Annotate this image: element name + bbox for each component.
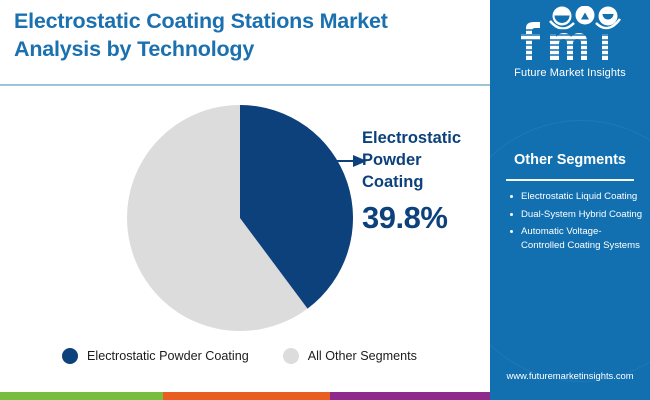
list-item: Automatic Voltage-Controlled Coating Sys…	[508, 225, 644, 252]
page-title: Electrostatic Coating Stations Market An…	[14, 8, 474, 64]
legend-swatch-icon	[282, 348, 299, 364]
bottom-color-strip	[0, 392, 650, 400]
legend-item-label: Electrostatic Powder Coating	[87, 349, 249, 363]
callout-value: 39.8%	[362, 199, 448, 235]
strip-segment-orange	[163, 392, 330, 400]
pie-slice-electrostatic-powder-coating	[240, 105, 353, 309]
callout-label: Electrostatic Powder Coating	[362, 129, 462, 191]
arrow-right-icon	[325, 155, 367, 167]
fmi-logo: Future Market Insights	[490, 6, 650, 79]
strip-segment-blue	[490, 392, 650, 400]
logo-icon-row	[552, 6, 618, 26]
list-item: Electrostatic Liquid Coating	[508, 190, 644, 204]
pie-chart-svg	[127, 105, 353, 331]
legend-item-all-other-segments: All Other Segments	[282, 348, 417, 364]
pie-chart	[127, 105, 353, 331]
legend-item-label: All Other Segments	[307, 349, 417, 363]
website-url[interactable]: www.futuremarketinsights.com	[506, 370, 634, 381]
chart-legend: Electrostatic Powder Coating All Other S…	[62, 348, 417, 364]
fmi-logo-mark	[520, 6, 621, 60]
list-item: Dual-System Hybrid Coating	[508, 208, 644, 222]
strip-segment-purple	[330, 392, 490, 400]
header-divider	[0, 84, 490, 86]
callout-block: Electrostatic Powder Coating 39.8%	[362, 128, 487, 236]
other-segments-list: Electrostatic Liquid Coating Dual-System…	[508, 190, 644, 256]
strip-segment-green	[0, 392, 163, 400]
other-segments-divider	[506, 179, 634, 181]
legend-swatch-icon	[62, 348, 78, 364]
legend-item-electrostatic-powder-coating: Electrostatic Powder Coating	[62, 348, 249, 364]
page-title-text: Electrostatic Coating Stations Market An…	[14, 9, 388, 61]
fmi-logo-tagline: Future Market Insights	[514, 67, 626, 79]
other-segments-heading: Other Segments	[514, 152, 626, 168]
side-panel: Future Market Insights Other Segments El…	[490, 0, 650, 392]
